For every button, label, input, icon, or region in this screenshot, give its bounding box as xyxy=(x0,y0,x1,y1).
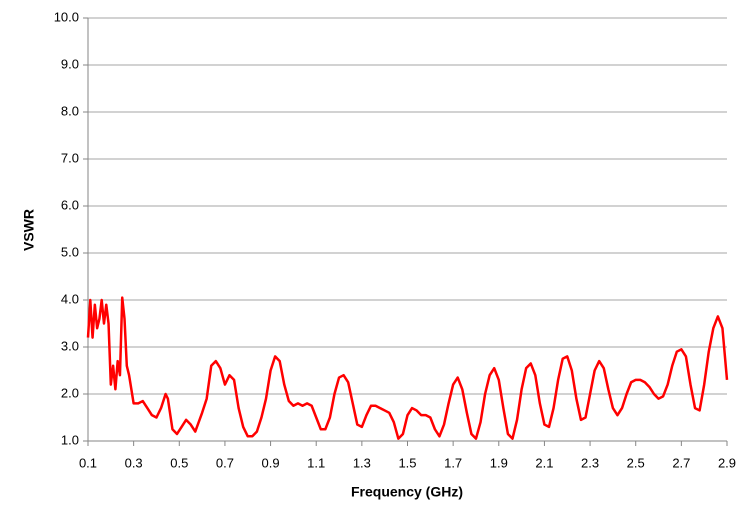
x-tick-label: 1.5 xyxy=(398,455,416,470)
y-tick-label: 2.0 xyxy=(61,385,79,400)
x-tick-label: 1.7 xyxy=(444,455,462,470)
x-tick-label: 0.5 xyxy=(170,455,188,470)
x-tick-label: 2.9 xyxy=(718,455,736,470)
x-tick-label: 2.1 xyxy=(535,455,553,470)
y-tick-label: 7.0 xyxy=(61,150,79,165)
x-tick-label: 1.1 xyxy=(307,455,325,470)
y-tick-label: 6.0 xyxy=(61,197,79,212)
x-tick-label: 1.3 xyxy=(353,455,371,470)
x-tick-label: 0.1 xyxy=(79,455,97,470)
y-tick-label: 8.0 xyxy=(61,103,79,118)
y-tick-label: 9.0 xyxy=(61,56,79,71)
x-tick-label: 0.3 xyxy=(125,455,143,470)
x-tick-label: 2.5 xyxy=(627,455,645,470)
y-tick-label: 4.0 xyxy=(61,291,79,306)
y-tick-label: 1.0 xyxy=(61,432,79,447)
x-tick-label: 2.3 xyxy=(581,455,599,470)
y-axis-title: VSWR xyxy=(21,209,37,251)
y-tick-label: 10.0 xyxy=(54,9,79,24)
x-axis-title: Frequency (GHz) xyxy=(351,484,463,500)
x-tick-label: 0.9 xyxy=(262,455,280,470)
x-tick-label: 1.9 xyxy=(490,455,508,470)
y-tick-label: 3.0 xyxy=(61,338,79,353)
vswr-line xyxy=(86,296,729,440)
x-tick-label: 0.7 xyxy=(216,455,234,470)
y-tick-label: 5.0 xyxy=(61,244,79,259)
x-tick-label: 2.7 xyxy=(672,455,690,470)
